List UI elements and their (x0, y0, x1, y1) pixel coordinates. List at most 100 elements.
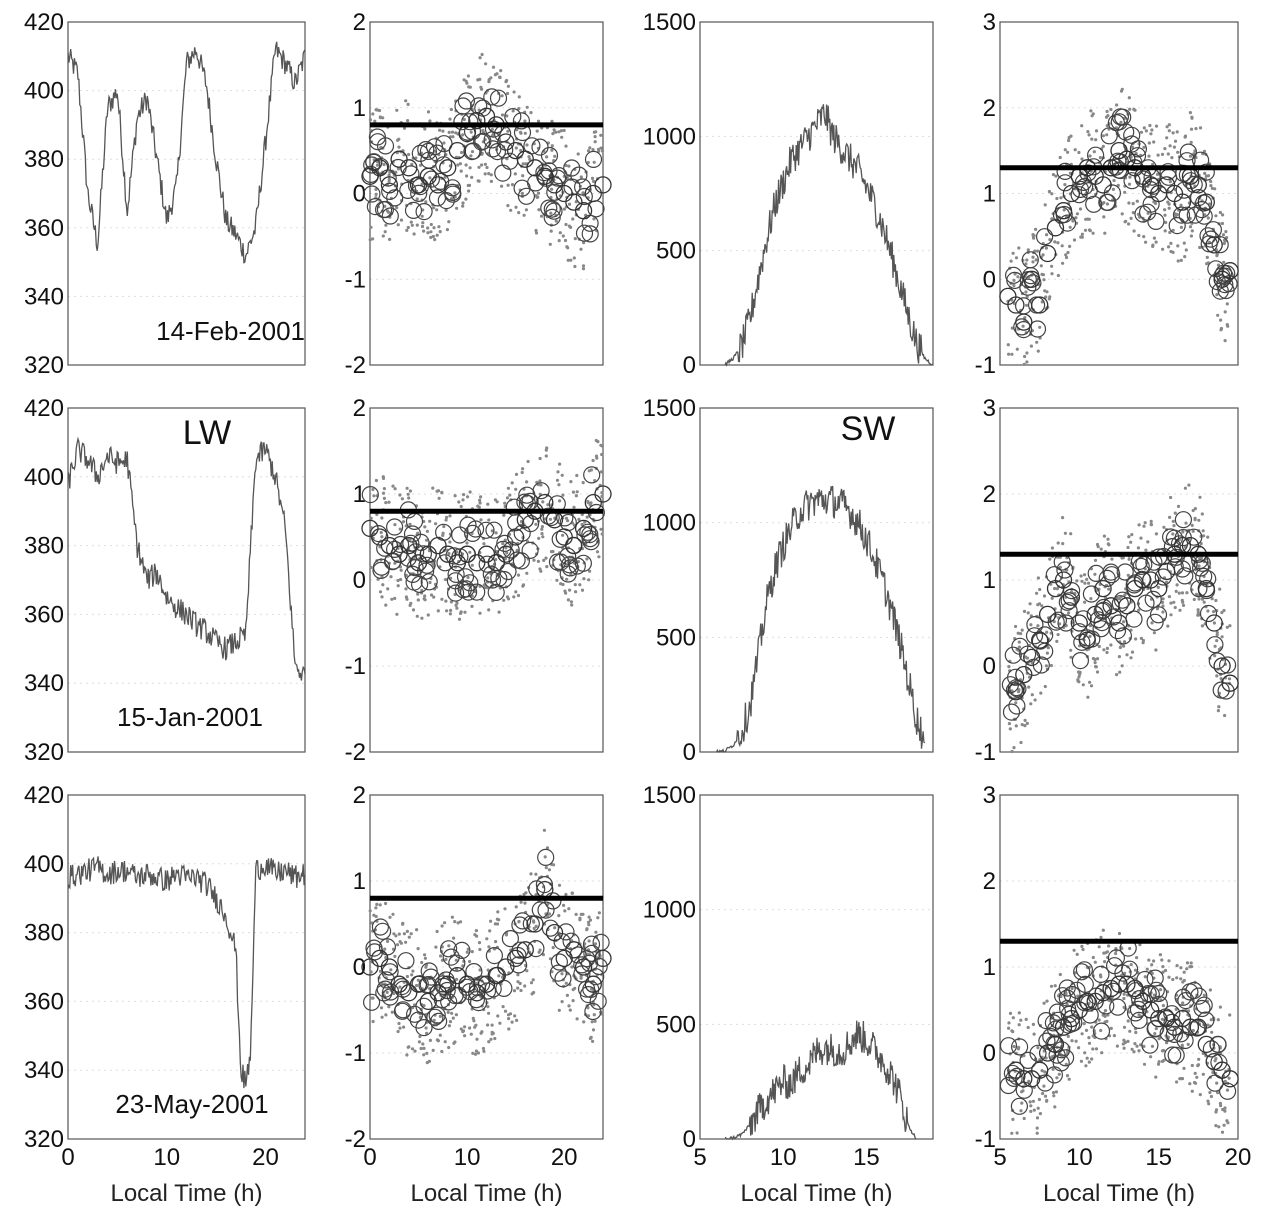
x-tick-label: 20 (1225, 1144, 1252, 1171)
scatter-dot (1097, 1018, 1101, 1022)
scatter-dot (378, 590, 383, 594)
scatter-dot (1055, 1076, 1059, 1080)
scatter-dot (1168, 515, 1172, 520)
scatter-dot (575, 473, 579, 478)
y-tick-label: 1500 (643, 782, 696, 809)
x-tick-label: 10 (153, 1144, 180, 1171)
scatter-circle (1114, 627, 1133, 645)
scatter-dot (1196, 1064, 1200, 1068)
scatter-circle (467, 520, 485, 538)
scatter-circle (1217, 682, 1235, 700)
scatter-dot (402, 932, 406, 936)
scatter-dot (395, 612, 399, 616)
scatter-dot (1189, 961, 1193, 965)
x-tick-label: 15 (853, 1144, 880, 1171)
scatter-circle (1195, 207, 1213, 225)
scatter-dot (1225, 1088, 1230, 1092)
scatter-dot (1050, 596, 1054, 600)
scatter-dot (563, 909, 567, 913)
scatter-dot (1129, 540, 1133, 544)
scatter-dot (369, 565, 373, 570)
scatter-dot (1133, 1042, 1137, 1046)
scatter-dot (1223, 339, 1227, 343)
scatter-dot (382, 496, 386, 500)
scatter-dot (384, 1013, 388, 1017)
scatter-circle (1168, 217, 1186, 235)
scatter-dot (1109, 643, 1113, 647)
data-point (1023, 648, 1041, 667)
scatter-circle (1111, 161, 1130, 180)
scatter-dot (466, 575, 470, 580)
scatter-dot (371, 1019, 375, 1024)
scatter-dot (510, 183, 515, 187)
scatter-dot (1143, 521, 1147, 525)
scatter-dot (1120, 664, 1124, 668)
scatter-dot (1008, 1011, 1013, 1016)
scatter-dot (469, 154, 473, 158)
scatter-dot (426, 226, 430, 230)
scatter-dot (420, 214, 424, 218)
scatter-circle (457, 92, 475, 110)
y-tick-label: 340 (24, 670, 64, 697)
scatter-dot (586, 499, 590, 504)
y-tick-label: 2 (983, 481, 996, 508)
scatter-dot (1181, 530, 1185, 534)
scatter-dot (564, 222, 568, 227)
scatter-dot (1176, 259, 1180, 263)
scatter-dot (384, 956, 388, 960)
scatter-dot (380, 535, 384, 539)
scatter-dot (543, 855, 547, 859)
scatter-dot (395, 943, 400, 947)
scatter-dot (539, 483, 543, 487)
scatter-dot (1173, 605, 1177, 610)
scatter-dot (1142, 1044, 1146, 1048)
scatter-dot (599, 133, 603, 137)
scatter-dot (1019, 740, 1023, 745)
scatter-dot (1109, 1026, 1113, 1030)
scatter-dot (1223, 310, 1227, 314)
scatter-dot (564, 516, 569, 521)
scatter-dot (455, 206, 459, 210)
scatter-dot (1208, 1090, 1212, 1095)
scatter-dot (413, 1003, 417, 1007)
scatter-dot (544, 448, 548, 452)
scatter-dot (396, 167, 401, 171)
scatter-dot (1096, 657, 1100, 661)
scatter-dot (410, 223, 414, 227)
scatter-dot (455, 967, 459, 972)
data-point (458, 975, 476, 993)
scatter-dot (388, 237, 392, 241)
scatter-dot (478, 611, 482, 615)
scatter-dot (500, 113, 505, 117)
scatter-dot (1055, 196, 1059, 201)
scatter-dot (1161, 1004, 1165, 1008)
scatter-dot (1127, 1010, 1131, 1014)
scatter-dot (523, 131, 527, 135)
scatter-dot (399, 218, 404, 222)
scatter-dot (1181, 1001, 1185, 1005)
scatter-dot (400, 497, 404, 501)
scatter-circle (1199, 604, 1218, 623)
scatter-circle (1141, 1036, 1159, 1054)
scatter-dot (1012, 278, 1016, 282)
scatter-dot (1182, 970, 1186, 974)
scatter-circle (435, 135, 453, 153)
scatter-circle (411, 144, 429, 162)
scatter-dot (473, 1052, 478, 1056)
scatter-dot (1218, 210, 1222, 215)
scatter-dot (1122, 644, 1126, 648)
scatter-dot (1050, 264, 1054, 268)
scatter-dot (578, 916, 582, 920)
y-tick-label: 500 (656, 624, 696, 651)
data-point (1181, 1018, 1200, 1036)
scatter-dot (567, 164, 571, 168)
scatter-dot (420, 616, 424, 620)
scatter-circle (1070, 186, 1088, 204)
scatter-dot (1156, 1062, 1161, 1066)
scatter-dot (436, 609, 440, 613)
scatter-dot (435, 233, 439, 237)
data-point (1221, 674, 1239, 692)
scatter-dot (497, 610, 501, 614)
y-tick-label: 0 (683, 1126, 696, 1153)
